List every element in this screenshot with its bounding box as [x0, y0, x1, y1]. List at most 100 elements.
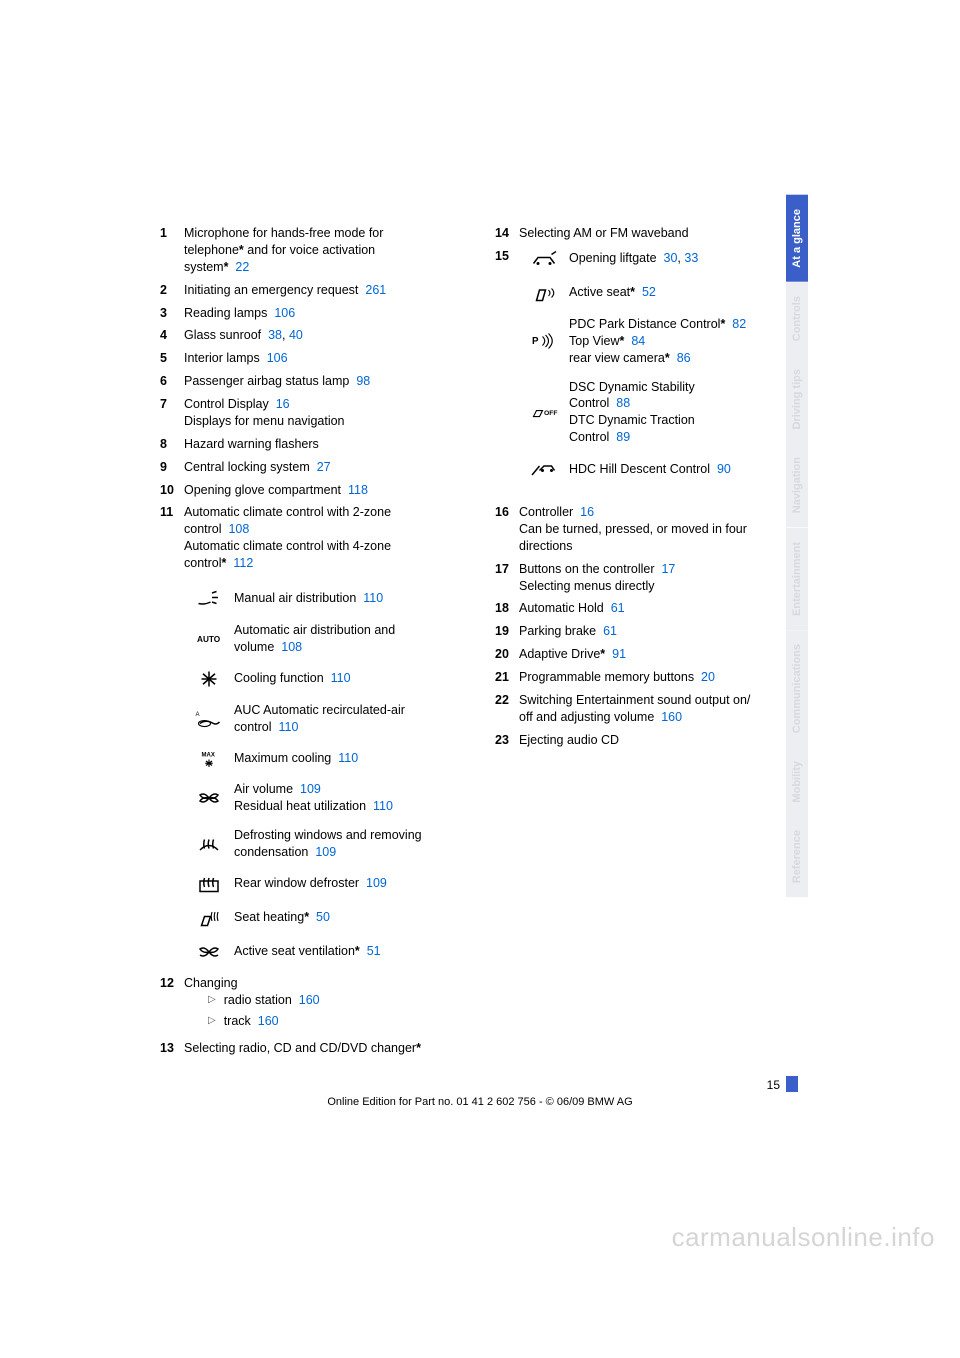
- text: Control: [569, 430, 609, 444]
- entry-number: 10: [160, 482, 184, 499]
- text: Cooling function: [234, 671, 324, 685]
- page-link[interactable]: 61: [603, 624, 617, 638]
- page-link[interactable]: 86: [677, 351, 691, 365]
- icon-row: Rear window defroster 109: [184, 873, 465, 895]
- star-icon: *: [600, 647, 605, 661]
- page-link[interactable]: 27: [317, 460, 331, 474]
- page-link[interactable]: 109: [300, 782, 321, 796]
- page-link[interactable]: 160: [661, 710, 682, 724]
- list-entry: 7Control Display 16Displays for menu nav…: [160, 396, 465, 430]
- page-link[interactable]: 51: [367, 944, 381, 958]
- text: Defrosting windows and removing: [234, 828, 422, 842]
- active-seat-icon: [519, 282, 569, 304]
- page-link[interactable]: 110: [373, 799, 393, 813]
- entry-number: 4: [160, 327, 184, 344]
- icon-row: HDC Hill Descent Control 90: [519, 458, 800, 480]
- page-link[interactable]: 108: [228, 522, 249, 536]
- seat-heat-icon: [184, 907, 234, 929]
- text: radio station: [224, 993, 292, 1007]
- svg-text:MAX: MAX: [202, 753, 215, 759]
- list-entry: 2Initiating an emergency request 261: [160, 282, 465, 299]
- page-link[interactable]: 33: [684, 251, 698, 265]
- page-content: 1Microphone for hands-free mode fortelep…: [160, 225, 800, 1062]
- page-link[interactable]: 261: [365, 283, 386, 297]
- list-entry: 17Buttons on the controller 17Selecting …: [495, 561, 800, 595]
- star-icon: *: [355, 944, 360, 958]
- page-link[interactable]: 90: [717, 462, 731, 476]
- text: telephone: [184, 243, 239, 257]
- entry-number: 19: [495, 623, 519, 640]
- page-link[interactable]: 22: [235, 260, 249, 274]
- side-tab[interactable]: At a glance: [786, 195, 808, 282]
- page-link[interactable]: 110: [363, 591, 383, 605]
- list-entry: 22Switching Entertainment sound output o…: [495, 692, 800, 726]
- triangle-icon: ▷: [208, 1013, 216, 1030]
- entry-number: 18: [495, 600, 519, 617]
- page-link[interactable]: 52: [642, 285, 656, 299]
- page-link[interactable]: 98: [356, 374, 370, 388]
- list-entry: 10Opening glove compartment 118: [160, 482, 465, 499]
- side-tab[interactable]: Driving tips: [786, 355, 808, 444]
- air-dist-icon: [184, 588, 234, 610]
- left-column: 1Microphone for hands-free mode fortelep…: [160, 225, 465, 1062]
- entry-number: 20: [495, 646, 519, 663]
- side-tab[interactable]: Mobility: [786, 747, 808, 817]
- page-link[interactable]: 110: [331, 671, 351, 685]
- max-icon: MAX: [184, 747, 234, 769]
- icon-row: Active seat* 52: [519, 282, 800, 304]
- triangle-icon: ▷: [208, 992, 216, 1009]
- side-tab[interactable]: Navigation: [786, 443, 808, 527]
- page-link[interactable]: 50: [316, 910, 330, 924]
- page-link[interactable]: 88: [616, 396, 630, 410]
- page-link[interactable]: 16: [276, 397, 290, 411]
- page-link[interactable]: 30: [664, 251, 678, 265]
- side-tab[interactable]: Reference: [786, 816, 808, 897]
- list-entry: 3Reading lamps 106: [160, 305, 465, 322]
- entry-number: 14: [495, 225, 519, 242]
- page-link[interactable]: 40: [289, 328, 303, 342]
- icon-row: AUTOAutomatic air distribution andvolume…: [184, 622, 465, 656]
- page-link[interactable]: 112: [233, 556, 253, 570]
- page-link[interactable]: 160: [258, 1014, 279, 1028]
- page-link[interactable]: 109: [366, 876, 387, 890]
- page-link[interactable]: 16: [580, 505, 594, 519]
- list-entry: 14Selecting AM or FM waveband: [495, 225, 800, 242]
- list-entry: 18Automatic Hold 61: [495, 600, 800, 617]
- page-link[interactable]: 82: [732, 317, 746, 331]
- page-link[interactable]: 84: [631, 334, 645, 348]
- page-link[interactable]: 61: [611, 601, 625, 615]
- page-link[interactable]: 109: [315, 845, 336, 859]
- svg-text:AUTO: AUTO: [197, 635, 221, 644]
- star-icon: *: [416, 1041, 421, 1055]
- entry-number: 8: [160, 436, 184, 453]
- side-tab[interactable]: Communications: [786, 630, 808, 747]
- text: Automatic Hold: [519, 601, 604, 615]
- page-link[interactable]: 89: [616, 430, 630, 444]
- text: off and adjusting volume: [519, 710, 654, 724]
- page-number: 15: [767, 1078, 780, 1092]
- text: Reading lamps: [184, 306, 267, 320]
- icon-row: MAXMaximum cooling 110: [184, 747, 465, 769]
- defrost-rear-icon: [184, 873, 234, 895]
- entry-number: 6: [160, 373, 184, 390]
- text: Active seat ventilation: [234, 944, 355, 958]
- page-link[interactable]: 106: [267, 351, 288, 365]
- page-link[interactable]: 91: [612, 647, 626, 661]
- page-link[interactable]: 38: [268, 328, 282, 342]
- page-link[interactable]: 160: [299, 993, 320, 1007]
- bullet-item: ▷ radio station 160: [184, 992, 465, 1009]
- text: Buttons on the controller: [519, 562, 655, 576]
- page-link[interactable]: 106: [274, 306, 295, 320]
- page-link[interactable]: 17: [661, 562, 675, 576]
- page-link[interactable]: 110: [278, 720, 298, 734]
- text: control: [184, 556, 222, 570]
- side-tab[interactable]: Entertainment: [786, 528, 808, 630]
- star-icon: *: [665, 351, 670, 365]
- page-link[interactable]: 108: [281, 640, 302, 654]
- page-link[interactable]: 118: [348, 483, 368, 497]
- side-tab[interactable]: Controls: [786, 282, 808, 355]
- star-icon: *: [630, 285, 635, 299]
- page-link[interactable]: 20: [701, 670, 715, 684]
- icon-row: OFFDSC Dynamic StabilityControl 88DTC Dy…: [519, 379, 800, 447]
- page-link[interactable]: 110: [338, 751, 358, 765]
